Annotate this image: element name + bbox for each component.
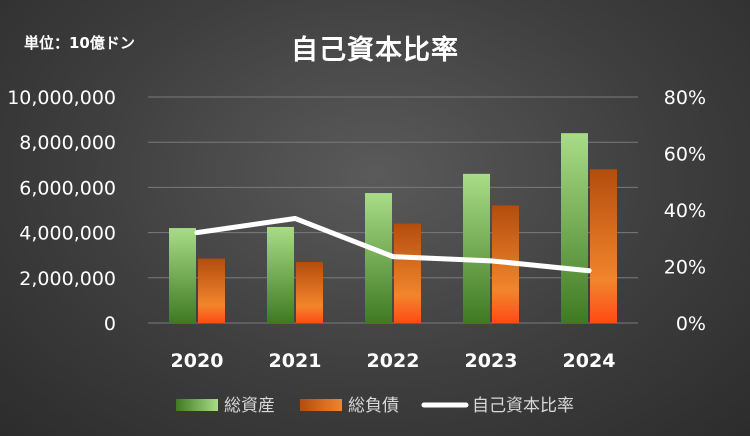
line-point-equity-ratio <box>586 268 592 274</box>
y-left-tick-label: 10,000,000 <box>7 87 116 109</box>
y-right-tick-label: 20% <box>664 257 706 279</box>
bar-total-assets <box>463 173 490 323</box>
y-left-tick-label: 8,000,000 <box>19 132 116 154</box>
y-left-tick-label: 4,000,000 <box>19 223 116 245</box>
x-tick-label: 2021 <box>269 350 322 372</box>
legend-total-liabilities-label: 総負債 <box>348 396 399 416</box>
legend-total-assets-label: 総資産 <box>224 396 275 416</box>
y-right-tick-label: 0% <box>676 313 706 335</box>
line-point-equity-ratio <box>488 258 494 264</box>
line-equity-ratio <box>194 215 592 274</box>
legend-total-liabilities-swatch <box>300 399 342 411</box>
line-point-equity-ratio <box>390 254 396 260</box>
bar-total-assets <box>169 228 196 323</box>
y-left-tick-label: 2,000,000 <box>19 268 116 290</box>
bar-total-assets <box>365 193 392 323</box>
x-tick-label: 2024 <box>563 350 616 372</box>
y-left-tick-label: 6,000,000 <box>19 177 116 199</box>
y-left-tick-label: 0 <box>104 313 116 335</box>
y-right-tick-label: 80% <box>664 87 706 109</box>
bar-total-liabilities <box>198 258 225 323</box>
line-point-equity-ratio <box>292 215 298 221</box>
bar-total-assets <box>267 226 294 323</box>
x-tick-label: 2020 <box>171 350 224 372</box>
legend-total-assets-swatch <box>176 399 218 411</box>
bar-total-liabilities <box>296 261 323 323</box>
line-point-equity-ratio <box>194 230 200 236</box>
unit-label: 単位：10億ドン <box>24 34 135 52</box>
y-right-tick-label: 40% <box>664 200 706 222</box>
bar-total-liabilities <box>590 169 617 323</box>
bar-total-liabilities <box>394 223 421 323</box>
legend-equity-ratio-label: 自己資本比率 <box>472 396 574 416</box>
y-right-tick-label: 60% <box>664 144 706 166</box>
chart-title: 自己資本比率 <box>291 35 459 66</box>
x-tick-label: 2022 <box>367 350 420 372</box>
x-tick-label: 2023 <box>465 350 518 372</box>
bar-total-assets <box>561 133 588 323</box>
